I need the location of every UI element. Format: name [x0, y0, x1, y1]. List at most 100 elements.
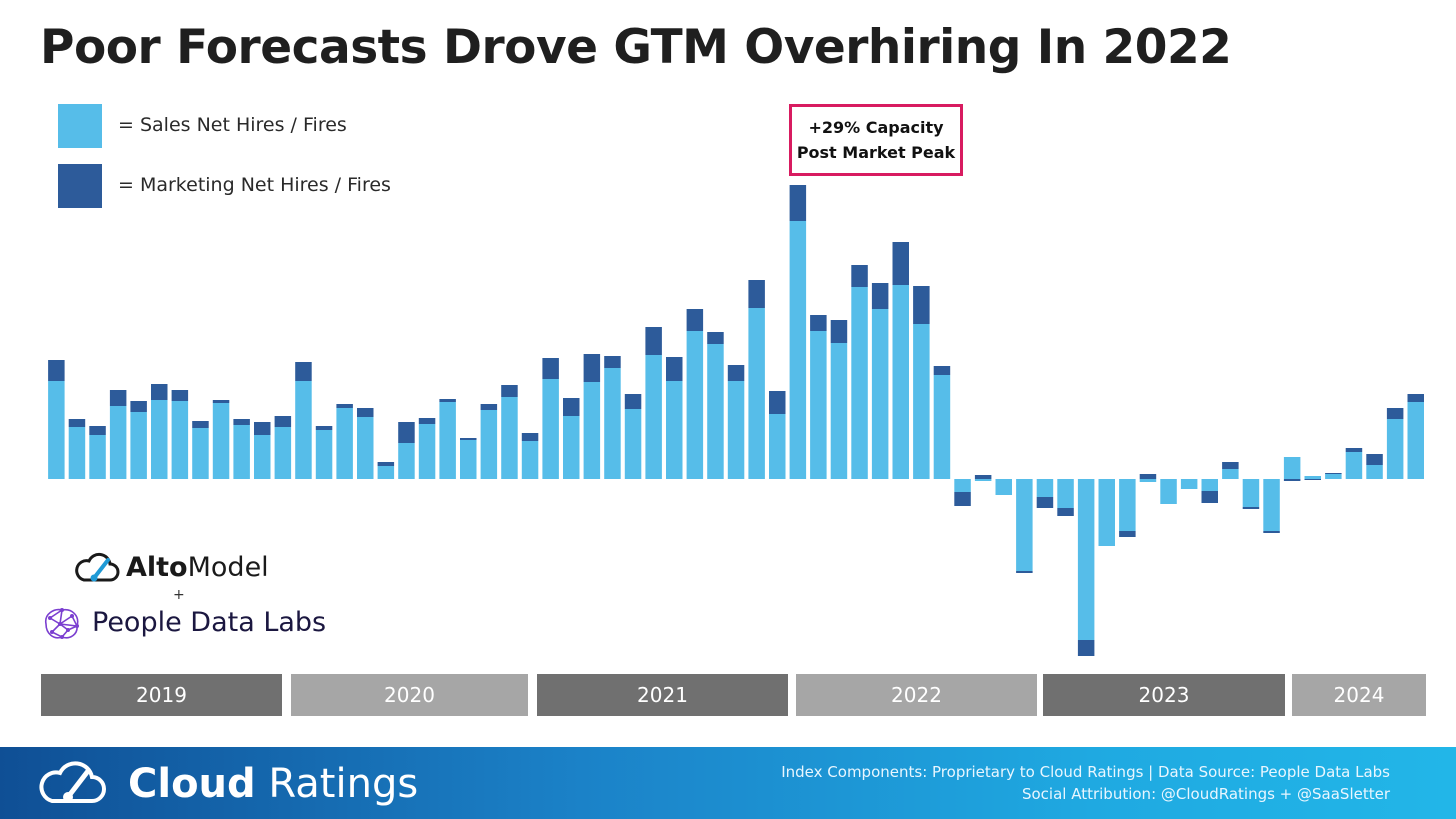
marketing-bar: [171, 390, 189, 401]
legend-label-marketing: = Marketing Net Hires / Fires: [118, 174, 391, 196]
marketing-bar: [1386, 408, 1404, 419]
sales-bar: [68, 427, 86, 479]
logo-plus-sign: +: [173, 587, 185, 603]
footer-source-line: Index Components: Proprietary to Cloud R…: [781, 763, 1390, 781]
marketing-bar: [769, 391, 786, 414]
footer-banner: Cloud Ratings Index Components: Propriet…: [0, 747, 1456, 819]
legend-swatch-sales: [58, 104, 102, 148]
marketing-bar: [336, 404, 353, 408]
sales-bar: [89, 435, 106, 479]
marketing-bar: [501, 385, 518, 397]
marketing-bar: [666, 357, 683, 381]
annotation-line-1: +29% Capacity: [808, 118, 944, 137]
sales-bar: [192, 428, 209, 479]
peak-annotation-box: +29% Capacity Post Market Peak: [789, 104, 963, 176]
sales-bar: [995, 479, 1012, 495]
marketing-bar: [130, 401, 147, 412]
marketing-bar: [192, 421, 209, 428]
sales-bar: [871, 309, 889, 479]
sales-bar: [1386, 419, 1404, 479]
marketing-bar: [727, 365, 745, 381]
marketing-bar: [480, 404, 498, 410]
sales-bar: [357, 417, 374, 479]
sales-bar: [212, 403, 230, 479]
sales-bar: [810, 331, 827, 479]
marketing-bar: [1283, 479, 1301, 481]
sales-bar: [1016, 479, 1033, 571]
sales-bar: [398, 443, 415, 479]
sales-bar: [233, 425, 250, 479]
sales-bar: [480, 410, 498, 479]
sales-bar: [789, 221, 807, 479]
marketing-bar: [624, 394, 642, 409]
marketing-bar: [1119, 531, 1136, 537]
sales-bar: [460, 440, 477, 479]
alto-model-wordmark: AltoModel: [126, 552, 269, 583]
marketing-bar: [583, 354, 601, 382]
year-label-2019: 2019: [41, 674, 282, 716]
sales-bar: [1283, 457, 1301, 479]
sales-bar: [1201, 479, 1218, 491]
sales-bar: [521, 441, 539, 479]
marketing-bar: [89, 426, 106, 435]
legend-swatch-marketing: [58, 164, 102, 208]
people-data-labs-logo: People Data Labs: [40, 604, 326, 644]
marketing-bar: [315, 426, 333, 430]
marketing-bar: [439, 399, 456, 402]
marketing-bar: [357, 408, 374, 417]
year-label-2024: 2024: [1292, 674, 1426, 716]
sales-bar: [851, 287, 868, 479]
marketing-bar: [748, 280, 765, 308]
sales-bar: [1263, 479, 1280, 531]
sales-bar: [109, 406, 127, 479]
sales-bar: [954, 479, 971, 492]
alto-model-logo: AltoModel: [74, 550, 269, 586]
marketing-bar: [1345, 448, 1363, 452]
marketing-bar: [913, 286, 930, 324]
sales-bar: [769, 414, 786, 479]
sales-bar: [1098, 479, 1115, 546]
marketing-bar: [1222, 462, 1239, 469]
sales-bar: [171, 401, 189, 479]
alto-cloud-gauge-icon: [75, 552, 120, 582]
sales-bar: [315, 430, 333, 479]
sales-bar: [727, 381, 745, 479]
sales-bar: [418, 424, 436, 479]
sales-bar: [686, 331, 704, 479]
sales-bar: [254, 435, 271, 479]
marketing-bar: [563, 398, 580, 416]
sales-bar: [604, 368, 621, 479]
marketing-bar: [604, 356, 621, 368]
marketing-bar: [1139, 474, 1157, 479]
sales-bar: [1077, 479, 1095, 640]
sales-bar: [377, 466, 395, 479]
marketing-bar: [212, 400, 230, 403]
marketing-bar: [871, 283, 889, 309]
marketing-bar: [851, 265, 868, 287]
marketing-bar: [1242, 507, 1260, 509]
legend-label-sales: = Sales Net Hires / Fires: [118, 114, 347, 136]
year-label-2020: 2020: [291, 674, 528, 716]
sales-bar: [666, 381, 683, 479]
sales-bar: [48, 381, 65, 479]
marketing-bar: [1304, 479, 1321, 480]
chart-title: Poor Forecasts Drove GTM Overhiring In 2…: [40, 20, 1232, 75]
marketing-bar: [254, 422, 271, 435]
sales-bar: [1242, 479, 1260, 507]
sales-bar: [892, 285, 909, 479]
cloud-ratings-logo: Cloud Ratings: [38, 757, 418, 809]
marketing-bar: [460, 438, 477, 440]
sales-bar: [439, 402, 456, 479]
marketing-bar: [933, 366, 951, 375]
marketing-bar: [1325, 473, 1342, 474]
sales-bar: [1139, 479, 1157, 482]
alto-bold-text: Alto: [126, 552, 188, 583]
marketing-bar: [274, 416, 292, 427]
sales-bar: [542, 379, 559, 479]
marketing-bar: [1407, 394, 1424, 402]
marketing-bar: [789, 185, 807, 221]
marketing-bar: [1077, 640, 1095, 656]
marketing-bar: [974, 475, 992, 479]
bar-chart: [48, 185, 1424, 656]
marketing-bar: [1057, 508, 1074, 516]
